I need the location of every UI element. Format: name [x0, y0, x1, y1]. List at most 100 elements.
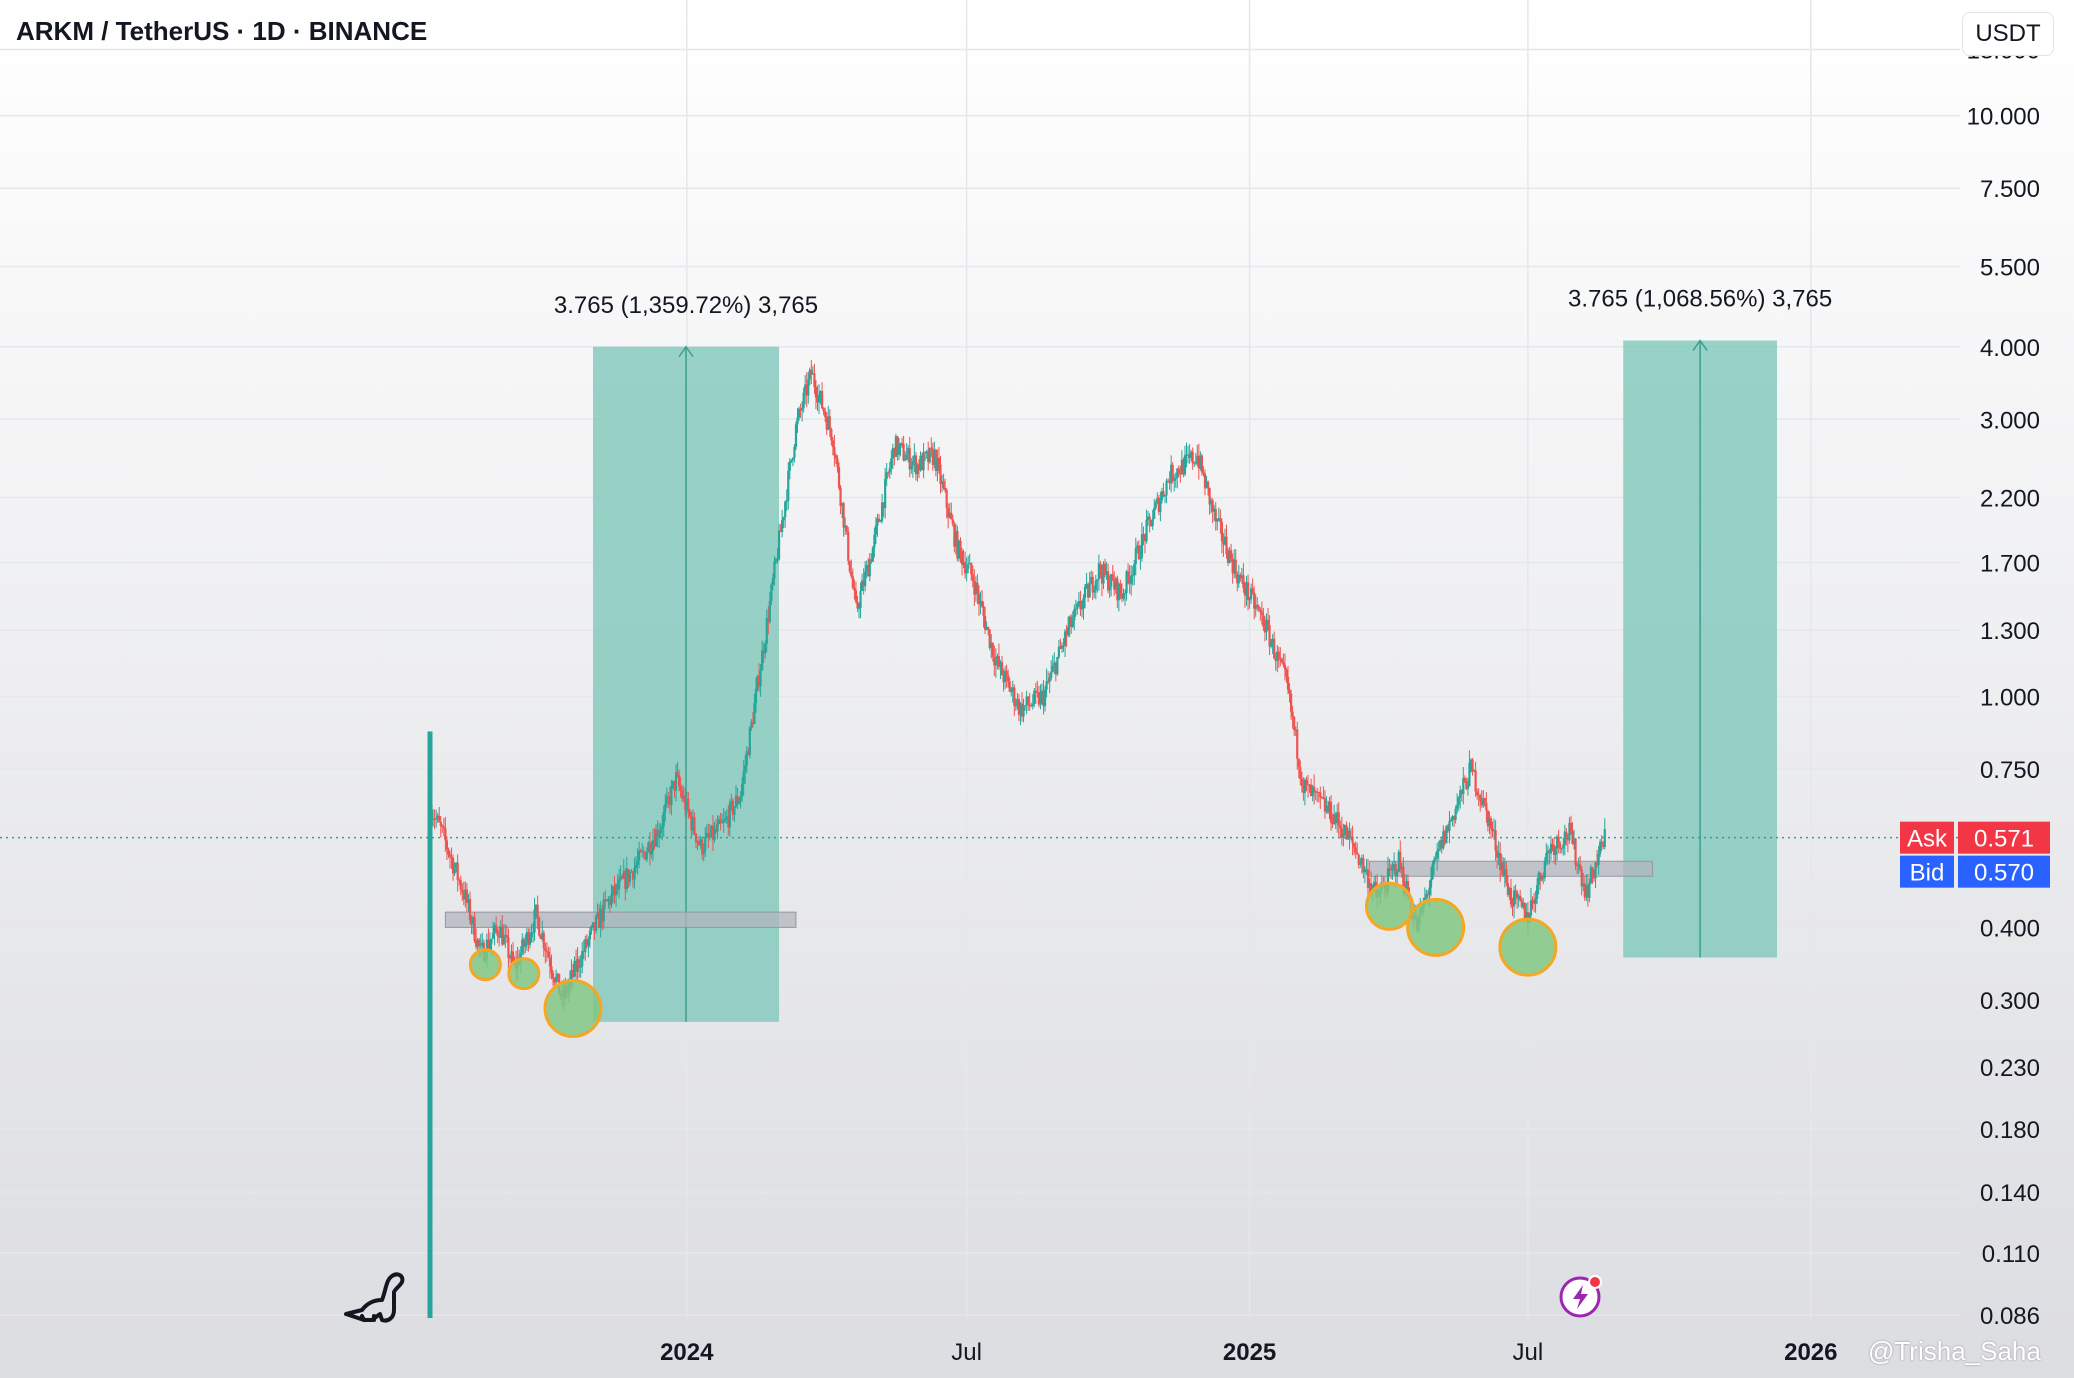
candle-body	[1070, 616, 1073, 627]
candle-body	[498, 935, 501, 938]
candle-body	[756, 675, 759, 689]
candle-body	[1156, 497, 1159, 503]
quote-label-badge	[1900, 855, 1954, 888]
candle-body	[1265, 619, 1268, 633]
candle-body	[1074, 608, 1077, 610]
candle-body	[982, 606, 985, 616]
candle-body	[633, 868, 636, 880]
price-axis[interactable]: 13.00010.0007.5005.5004.0003.0002.2001.7…	[1967, 38, 2040, 1331]
candle-body	[545, 950, 548, 952]
candle-body	[610, 894, 613, 906]
candle-body	[685, 798, 688, 811]
candle-body	[719, 819, 722, 823]
candle-body	[1045, 681, 1048, 690]
candle-body	[475, 941, 478, 947]
candle-body	[1053, 662, 1056, 666]
candle-body	[717, 819, 721, 824]
candle-body	[697, 841, 701, 846]
candle-body	[1472, 770, 1476, 772]
candle-body	[911, 461, 914, 466]
candle-body	[1394, 864, 1397, 877]
candle-body	[857, 607, 861, 609]
candle-body	[1431, 864, 1434, 880]
candle-body	[650, 850, 653, 855]
candle-body	[919, 455, 922, 471]
candle-body	[1210, 500, 1213, 505]
candle-body	[1552, 844, 1556, 855]
candle-body	[1462, 778, 1465, 795]
candle-body	[983, 615, 987, 631]
candle-body	[550, 966, 553, 973]
candle-body	[1190, 451, 1193, 458]
candle-body	[665, 796, 668, 805]
candle-body	[641, 850, 644, 852]
candle-body	[1008, 681, 1011, 692]
candle-body	[1269, 642, 1273, 647]
candle-body	[1168, 480, 1171, 484]
lightning-icon[interactable]	[1559, 1275, 1602, 1318]
candle-body	[436, 815, 439, 819]
candle-body	[1120, 593, 1124, 599]
candle-body	[771, 578, 774, 585]
time-axis[interactable]: 2024 Jul 2025 Jul 2026	[660, 1339, 1837, 1366]
candle-body	[705, 832, 708, 837]
candle-body	[874, 525, 878, 535]
candle-body	[534, 904, 538, 910]
candle-body	[578, 959, 581, 968]
candle-body	[976, 582, 979, 594]
candle-body	[1059, 646, 1062, 649]
candle-body	[1449, 820, 1453, 822]
candle-body	[908, 448, 911, 470]
support-zone	[1369, 860, 1653, 877]
candle-body	[1090, 576, 1093, 584]
candle-body	[1062, 645, 1065, 647]
candle-body	[867, 565, 870, 577]
x-tick-label: 2024	[660, 1339, 714, 1366]
currency-unit-button[interactable]: USDT	[1962, 12, 2054, 56]
candle-body	[1185, 454, 1188, 456]
candle-body	[1242, 575, 1245, 589]
candle-body	[1543, 860, 1546, 878]
candle-body	[510, 951, 513, 959]
candle-body	[1574, 838, 1577, 865]
candle-body	[1186, 454, 1190, 456]
candle-body	[808, 369, 811, 380]
candle-body	[1340, 828, 1343, 838]
candle-body	[1180, 459, 1184, 475]
quote-badges: Ask 0.571 Bid 0.570	[1900, 821, 2050, 888]
range-label: 3.765 (1,068.56%) 3,765	[1568, 286, 1832, 313]
candle-body	[1010, 691, 1013, 693]
candle-body	[1337, 812, 1340, 826]
candle-body	[1133, 564, 1136, 576]
candle-body	[476, 939, 479, 947]
candle-body	[431, 818, 435, 820]
candle-body	[1477, 795, 1480, 797]
range-arrow-head	[1692, 339, 1708, 351]
candle-body	[1259, 609, 1262, 612]
candle-body	[828, 416, 831, 429]
candle-body	[1432, 859, 1436, 865]
candle-body	[702, 851, 705, 855]
candle-body	[793, 446, 796, 458]
candle-body	[1399, 851, 1402, 870]
candle-body	[737, 800, 741, 804]
candle-body	[521, 939, 524, 954]
candle-body	[1368, 883, 1371, 888]
candle-body	[456, 862, 459, 880]
candle-body	[807, 379, 810, 396]
candle-body	[1320, 797, 1323, 799]
candle-body	[681, 791, 684, 799]
candle-body	[1293, 716, 1296, 731]
candle-body	[556, 973, 559, 977]
candle-body	[960, 550, 964, 565]
candle-body	[525, 932, 528, 942]
candle-body	[1534, 898, 1537, 904]
candle-body	[1031, 703, 1034, 706]
candle-body	[1563, 831, 1566, 846]
candle-body	[1102, 563, 1105, 584]
candle-body	[1479, 795, 1482, 801]
symbol-title[interactable]: ARKM / TetherUS · 1D · BINANCE	[16, 16, 428, 46]
candle-body	[1440, 840, 1443, 849]
candle-body	[817, 394, 821, 403]
